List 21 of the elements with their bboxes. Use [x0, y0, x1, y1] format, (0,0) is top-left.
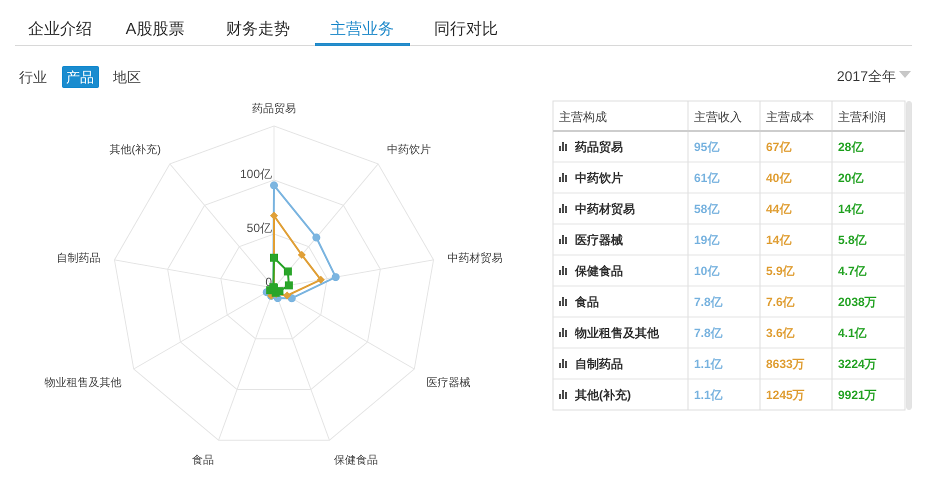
text: 2017全年: [836, 68, 896, 84]
text: 行业: [19, 69, 47, 85]
value-table: 主营构成 主营收入 主营成本 主营利润 药品贸易 95亿 67亿 28亿 中药饮片 61亿 40亿 20亿 中药材贸易 58亿 44亿 14亿 医疗器械 19亿 14亿 5.8亿 保健食品 10亿 5.9亿 4.7亿 食品 7.8亿 7.6亿 2038万 物业租售及其他 7.8亿 3.6亿 4.1亿 自制药品 1.1亿 8633万 3224万 其他(补充) 1.1亿 1245万 9921万: [552, 100, 906, 410]
text: 主营业务: [330, 20, 394, 38]
spoke-label: 保健食品: [334, 454, 378, 466]
spoke-label: 自制药品: [56, 251, 101, 264]
spoke-label: 中药饮片: [387, 143, 432, 156]
text: 企业介绍: [28, 20, 92, 38]
spoke-label: 食品: [192, 454, 214, 466]
text: 产品: [66, 69, 94, 85]
y-tick-label: 100亿: [240, 167, 272, 181]
spoke-label: 物业租售及其他: [44, 376, 122, 389]
text: A股股票: [126, 21, 184, 38]
text: 同行对比: [434, 20, 498, 38]
text: 财务走势: [226, 20, 290, 38]
y-tick-label: 50亿: [246, 221, 272, 235]
text: 地区: [112, 69, 141, 85]
spoke-label: 其他(补充): [110, 143, 161, 156]
spoke-label: 药品贸易: [252, 102, 296, 115]
spoke-label: 中药材贸易: [447, 251, 502, 264]
spoke-label: 医疗器械: [426, 376, 470, 389]
